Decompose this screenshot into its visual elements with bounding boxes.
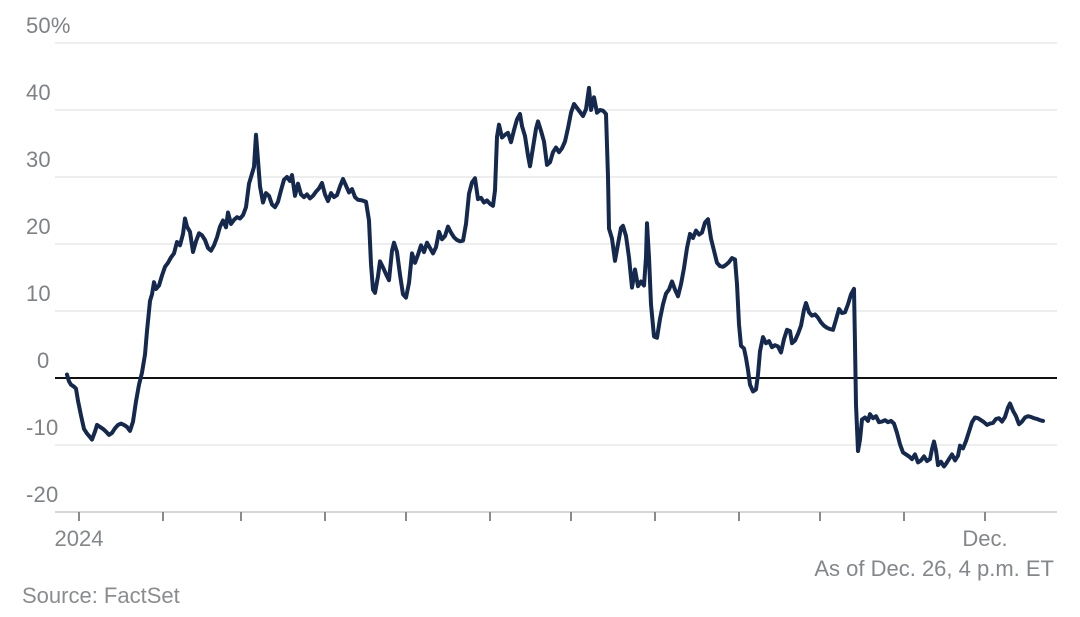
as-of-note: As of Dec. 26, 4 p.m. ET [814, 556, 1054, 581]
y-axis-label: 50% [26, 13, 71, 38]
data-series-line [65, 85, 1045, 469]
x-axis-label-dec: Dec. [962, 526, 1008, 551]
y-axis-label: -10 [26, 415, 59, 440]
source-note: Source: FactSet [22, 583, 180, 608]
x-axis-label-2024: 2024 [54, 526, 104, 551]
y-axis-label: 30 [26, 147, 51, 172]
y-axis-label: 10 [26, 281, 51, 306]
y-axis-label: 40 [26, 80, 51, 105]
y-axis-label: -20 [26, 482, 59, 507]
y-axis-label: 20 [26, 214, 51, 239]
y-axis-label: 0 [37, 348, 50, 373]
